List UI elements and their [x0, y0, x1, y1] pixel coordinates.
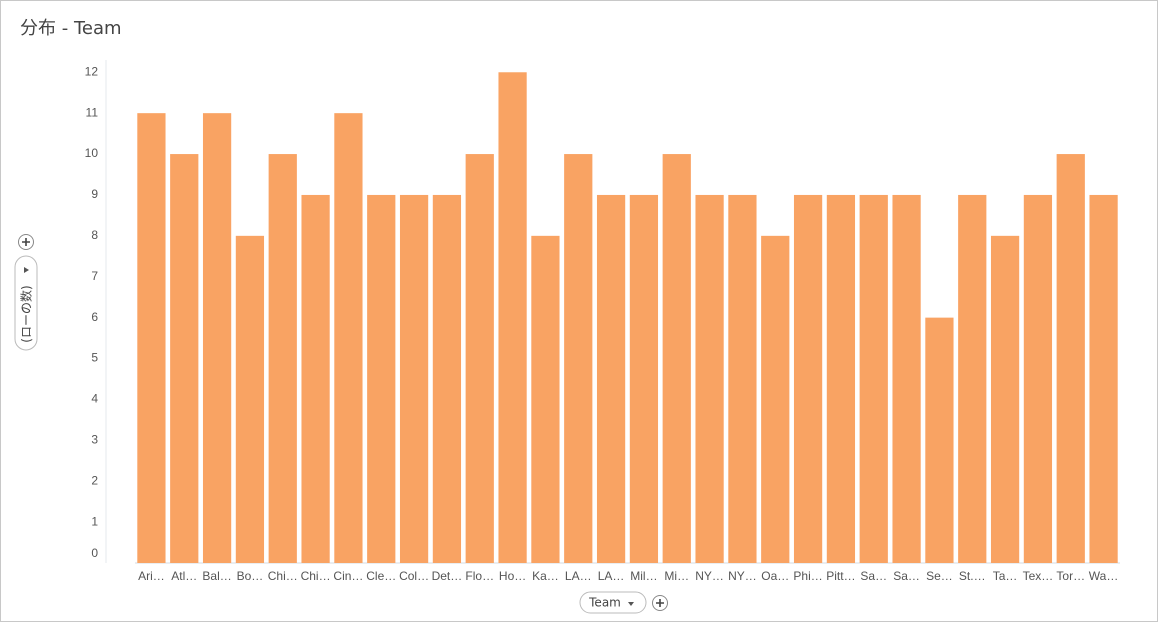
x-tick-label: Cle…: [366, 569, 396, 583]
y-label-pill[interactable]: [14, 255, 38, 351]
x-axis-label: Team: [588, 596, 621, 610]
bar: [498, 72, 527, 563]
bar: [892, 194, 921, 563]
y-tick-label: 6: [91, 310, 98, 324]
bar: [202, 113, 232, 564]
dropdown-icon: [24, 267, 29, 273]
bar: [170, 154, 199, 563]
bar: [826, 194, 856, 563]
x-tick-label: Ari…: [138, 569, 165, 583]
x-tick-label: Det…: [432, 569, 463, 583]
x-axis-control[interactable]: Team: [579, 591, 668, 614]
bar: [925, 317, 954, 563]
x-tick-label: Wa…: [1089, 569, 1119, 583]
x-tick-label: Chi…: [301, 569, 331, 583]
x-tick-label: Pitt…: [826, 569, 855, 583]
bar: [137, 113, 166, 564]
x-tick-label: Phi…: [793, 569, 822, 583]
x-tick-label: Tex…: [1023, 569, 1054, 583]
chart-title: 分布 - Team: [20, 18, 122, 39]
x-tick-label: Sa…: [893, 569, 920, 583]
bar: [695, 194, 724, 563]
y-tick-label: 1: [91, 514, 98, 528]
x-tick-label: Ta…: [993, 569, 1018, 583]
x-tick-label: NY…: [695, 569, 724, 583]
bar: [268, 154, 297, 563]
x-tick-label: LA…: [598, 569, 625, 583]
y-tick-label: 2: [91, 473, 98, 487]
dropdown-icon: [628, 602, 634, 606]
x-tick-label: Ka…: [532, 569, 559, 583]
bar: [958, 194, 987, 563]
x-tick-label: Se…: [926, 569, 953, 583]
x-tick-label: Cin…: [333, 569, 363, 583]
x-tick-label: Atl…: [171, 569, 197, 583]
x-label-pill[interactable]: [579, 591, 647, 614]
bar: [531, 235, 560, 564]
bar: [399, 194, 429, 563]
x-tick-label: Mi…: [664, 569, 689, 583]
y-tick-label: 11: [86, 105, 99, 119]
bar: [859, 194, 888, 563]
x-tick-label: LA…: [565, 569, 592, 583]
bar: [432, 194, 462, 563]
bar: [596, 194, 626, 563]
y-tick-label: 5: [91, 351, 98, 365]
y-tick-label: 12: [85, 64, 99, 78]
bar: [564, 154, 593, 563]
x-tick-label: Mil…: [630, 569, 657, 583]
x-tick-label: Ho…: [499, 569, 526, 583]
plus-icon: [22, 238, 30, 246]
y-tick-label: 10: [85, 146, 99, 160]
y-tick-label: 9: [91, 187, 98, 201]
bar: [761, 235, 790, 564]
bar: [662, 154, 691, 563]
y-tick-label: 4: [91, 392, 98, 406]
y-tick-label: 7: [91, 269, 98, 283]
bar: [990, 235, 1020, 564]
bar: [235, 235, 265, 564]
bar: [1056, 154, 1085, 563]
x-tick-label: Flo…: [465, 569, 494, 583]
x-tick-label: Chi…: [268, 569, 298, 583]
x-tick-label: Tor…: [1056, 569, 1085, 583]
bar: [367, 194, 396, 563]
bar: [1089, 194, 1118, 563]
bar: [728, 194, 757, 563]
x-tick-label: Bal…: [202, 569, 231, 583]
x-tick-label: NY…: [728, 569, 757, 583]
x-tick-label: Col…: [399, 569, 429, 583]
bar: [301, 194, 330, 563]
x-tick-label: St.…: [959, 569, 986, 583]
x-tick-label: Bo…: [237, 569, 264, 583]
bar: [793, 194, 823, 563]
x-tick-label: Sa…: [860, 569, 887, 583]
y-tick-label: 8: [91, 228, 98, 242]
plus-icon: [656, 599, 664, 607]
y-tick-label: 3: [91, 432, 98, 446]
bar: [629, 194, 659, 563]
y-axis-label: (ローの数): [19, 285, 34, 342]
bar: [334, 113, 363, 564]
x-tick-label: Oa…: [761, 569, 789, 583]
bar: [465, 154, 494, 563]
y-tick-label: 0: [91, 546, 98, 560]
y-axis-control[interactable]: (ローの数): [14, 234, 38, 351]
bar: [1023, 194, 1053, 563]
